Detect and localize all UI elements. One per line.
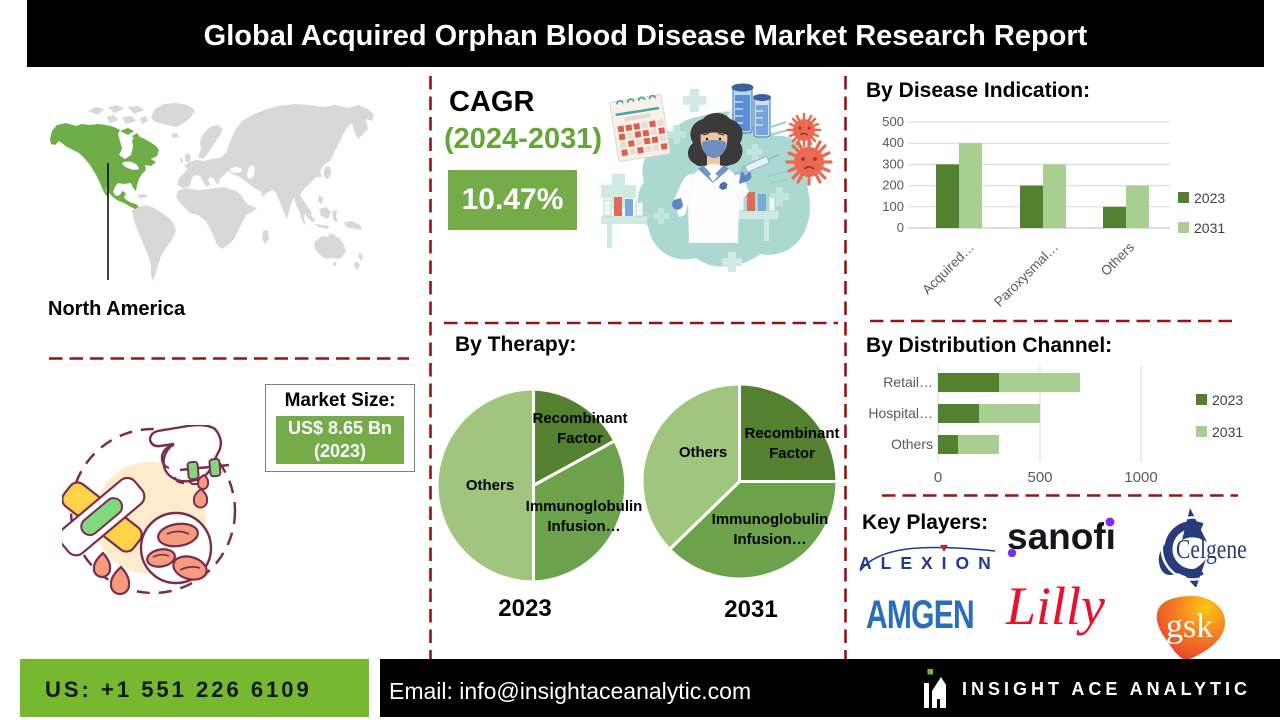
svg-text:0: 0 (934, 469, 942, 486)
svg-text:Hospital…: Hospital… (868, 405, 933, 421)
svg-text:2023: 2023 (1212, 392, 1243, 408)
svg-text:500: 500 (1027, 469, 1052, 486)
svg-text:1000: 1000 (1124, 469, 1157, 486)
svg-text:500: 500 (882, 114, 904, 129)
svg-text:2031: 2031 (1212, 424, 1243, 440)
svg-text:Retail…: Retail… (883, 374, 933, 390)
svg-text:ALEXION: ALEXION (859, 553, 999, 573)
svg-text:gsk: gsk (1166, 608, 1213, 645)
svg-text:Acquired…: Acquired… (919, 240, 977, 298)
svg-text:400: 400 (882, 135, 904, 150)
svg-text:Paroxysmal…: Paroxysmal… (991, 240, 1061, 310)
svg-text:sanofi: sanofi (1007, 516, 1116, 557)
svg-text:200: 200 (882, 178, 904, 193)
svg-text:2031: 2031 (1194, 220, 1225, 236)
svg-text:Lilly: Lilly (1005, 576, 1105, 636)
svg-text:300: 300 (882, 156, 904, 171)
svg-text:AMGEN: AMGEN (866, 598, 974, 634)
svg-text:100: 100 (882, 199, 904, 214)
svg-text:2023: 2023 (1194, 190, 1225, 206)
svg-text:0: 0 (897, 220, 904, 235)
svg-text:Others: Others (891, 436, 933, 452)
svg-text:Celgene: Celgene (1176, 535, 1247, 565)
svg-text:Others: Others (1098, 239, 1137, 278)
